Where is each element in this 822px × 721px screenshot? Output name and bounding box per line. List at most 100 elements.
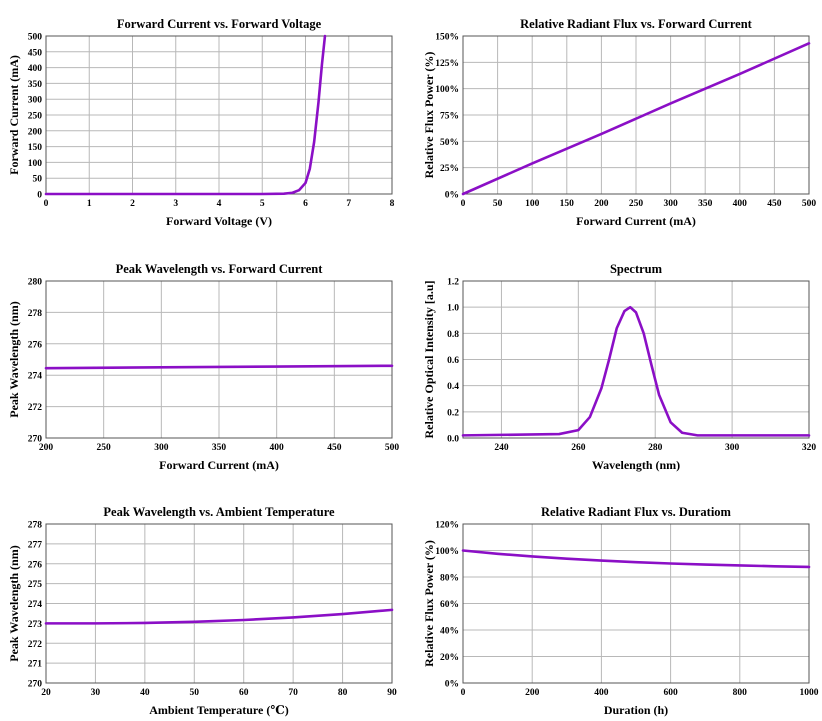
- x-tick-label: 500: [802, 199, 817, 209]
- chart-6: 0 200 400 600 800 1000 0% 20% 40% 60% 80% 100% 120% R…: [422, 505, 819, 717]
- x-axis-label: Forward Voltage (V): [166, 214, 272, 228]
- x-tick-label: 450: [767, 199, 782, 209]
- series-line: [461, 42, 811, 196]
- plot-frame: [45, 280, 393, 439]
- x-tick-label: 150: [560, 199, 575, 209]
- chart-title: Relative Radiant Flux vs. Duratiom: [541, 505, 732, 519]
- x-tick-label: 400: [270, 443, 285, 453]
- y-tick-label: 150%: [435, 33, 459, 43]
- y-tick-label: 450: [28, 48, 43, 58]
- x-tick-label: 400: [594, 688, 609, 698]
- y-tick-label: 0%: [445, 191, 459, 201]
- y-tick-label: 273: [28, 620, 43, 630]
- x-tick-label: 3: [173, 199, 178, 209]
- y-tick-label: 60%: [440, 600, 459, 610]
- y-tick-label: 272: [28, 640, 43, 650]
- y-tick-label: 277: [28, 540, 43, 550]
- y-tick-label: 280: [28, 278, 43, 288]
- x-axis-label: Duration (h): [604, 703, 668, 717]
- y-tick-label: 0.2: [447, 408, 459, 418]
- y-tick-label: 25%: [440, 164, 459, 174]
- y-tick-label: 300: [28, 96, 43, 106]
- y-tick-label: 0.0: [447, 435, 459, 445]
- x-tick-label: 6: [303, 199, 308, 209]
- y-axis-label: Relative Flux Power (%): [422, 540, 436, 667]
- x-tick-label: 60: [239, 688, 249, 698]
- x-tick-label: 500: [385, 443, 400, 453]
- chart-1: 0 1 2 3 4 5 6 7 8 0 50 100 150 200 250 300 350 400 450 500 F…: [7, 17, 395, 228]
- y-tick-label: 0.8: [447, 330, 459, 340]
- chart-title: Forward Current vs. Forward Voltage: [117, 17, 322, 31]
- x-tick-label: 50: [190, 688, 200, 698]
- plot-frame: [462, 523, 810, 684]
- plot-frame: [462, 280, 810, 439]
- x-tick-label: 200: [525, 688, 540, 698]
- y-tick-label: 500: [28, 33, 43, 43]
- x-tick-label: 200: [39, 443, 54, 453]
- y-tick-label: 100%: [435, 547, 459, 557]
- y-tick-label: 250: [28, 112, 43, 122]
- y-tick-label: 272: [28, 403, 43, 413]
- y-tick-label: 125%: [435, 59, 459, 69]
- y-tick-label: 50%: [440, 138, 459, 148]
- series-line: [44, 608, 394, 625]
- y-axis-label: Forward Current (mA): [7, 55, 21, 175]
- series-line: [461, 549, 811, 569]
- chart-4: 240 260 280 300 320 0.0 0.2 0.4 0.6 0.8 1.0 1.2 Spec…: [422, 262, 816, 472]
- x-tick-label: 240: [494, 443, 509, 453]
- plot-frame: [462, 35, 810, 195]
- x-tick-label: 450: [327, 443, 342, 453]
- y-tick-label: 100%: [435, 85, 459, 95]
- y-tick-label: 276: [28, 340, 43, 350]
- y-tick-label: 274: [28, 600, 43, 610]
- x-tick-label: 300: [725, 443, 740, 453]
- x-tick-label: 300: [663, 199, 678, 209]
- x-tick-label: 40: [140, 688, 150, 698]
- chart-5: 20 30 40 50 60 70 80 90 270 271 272 273 274 275 276 277…: [7, 505, 397, 717]
- x-tick-label: 70: [288, 688, 298, 698]
- chart-2: 0 50 100 150 200 250 300 350 400 450 500 0% 25% 50% 75…: [422, 17, 816, 228]
- x-tick-label: 0: [461, 199, 466, 209]
- x-tick-label: 280: [648, 443, 663, 453]
- y-tick-label: 40%: [440, 627, 459, 637]
- chart-title: Peak Wavelength vs. Ambient Temperature: [103, 505, 335, 519]
- x-tick-label: 0: [461, 688, 466, 698]
- chart-3: 200 250 300 350 400 450 500 270 272 274 276 278 280 P…: [7, 262, 399, 472]
- y-axis-label: Peak Wavelength (nm): [7, 301, 21, 417]
- y-tick-label: 0: [37, 191, 42, 201]
- y-tick-label: 200: [28, 127, 43, 137]
- x-tick-label: 0: [44, 199, 49, 209]
- y-tick-label: 100: [28, 159, 43, 169]
- y-tick-label: 274: [28, 372, 43, 382]
- x-tick-label: 20: [41, 688, 51, 698]
- x-tick-label: 260: [571, 443, 586, 453]
- x-tick-label: 7: [346, 199, 351, 209]
- x-tick-label: 5: [260, 199, 265, 209]
- y-tick-label: 271: [28, 660, 43, 670]
- x-tick-label: 100: [525, 199, 540, 209]
- chart-title: Peak Wavelength vs. Forward Current: [116, 262, 324, 276]
- y-tick-label: 278: [28, 309, 43, 319]
- x-tick-label: 800: [733, 688, 748, 698]
- series-line: [461, 305, 811, 437]
- y-tick-label: 50: [33, 175, 43, 185]
- y-tick-label: 276: [28, 560, 43, 570]
- y-axis-label: Peak Wavelength (nm): [7, 545, 21, 661]
- x-axis-label: Wavelength (nm): [592, 458, 680, 472]
- y-tick-label: 75%: [440, 112, 459, 122]
- x-tick-label: 200: [594, 199, 609, 209]
- y-tick-label: 0.6: [447, 356, 459, 366]
- plot-frame: [45, 523, 393, 684]
- x-tick-label: 8: [390, 199, 395, 209]
- y-tick-label: 270: [28, 435, 43, 445]
- x-tick-label: 300: [154, 443, 169, 453]
- x-tick-label: 400: [733, 199, 748, 209]
- x-tick-label: 4: [217, 199, 222, 209]
- y-axis-label: Relative Optical Intensity [a.u]: [422, 281, 436, 439]
- y-tick-label: 278: [28, 521, 43, 531]
- x-tick-label: 250: [629, 199, 644, 209]
- x-tick-label: 50: [493, 199, 503, 209]
- x-tick-label: 80: [338, 688, 348, 698]
- y-tick-label: 120%: [435, 521, 459, 531]
